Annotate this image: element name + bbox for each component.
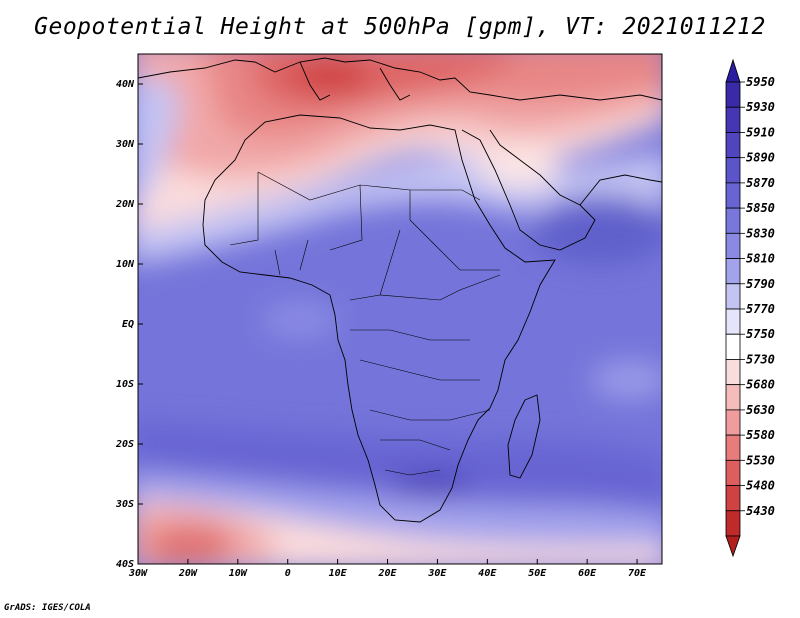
colorbar-label: 5730 xyxy=(746,352,775,366)
lon-tick-label: 20W xyxy=(178,568,198,579)
colorbar-swatch xyxy=(725,434,741,461)
colorbar-label: 5810 xyxy=(746,252,775,266)
lat-tick-label: 40S xyxy=(116,559,134,570)
lon-tick-label: 70E xyxy=(628,568,647,579)
lat-tick-label: 30N xyxy=(115,139,135,150)
chart-title: Geopotential Height at 500hPa [gpm], VT:… xyxy=(34,14,766,40)
lat-tick-label: EQ xyxy=(122,319,134,330)
colorbar-swatch xyxy=(725,409,741,436)
colorbar-label: 5850 xyxy=(746,201,775,215)
colorbar-label: 5430 xyxy=(746,504,775,518)
colorbar-swatch xyxy=(725,157,741,184)
lon-tick-label: 30E xyxy=(427,568,447,579)
height-field xyxy=(138,54,662,564)
colorbar-label: 5950 xyxy=(746,75,775,89)
colorbar-label: 5530 xyxy=(746,453,775,467)
colorbar-label: 5890 xyxy=(746,151,775,165)
longitude-axis: 30W 20W 10W 0 10E 20E 30E 40E 50E 60E 70E xyxy=(128,559,647,579)
colorbar-label: 5830 xyxy=(746,226,775,240)
colorbar-label: 5750 xyxy=(746,327,775,341)
lon-tick-label: 30W xyxy=(128,568,148,579)
colorbar-swatch xyxy=(725,132,741,159)
colorbar-label: 5930 xyxy=(746,100,775,114)
country-borders xyxy=(229,171,501,476)
colorbar-label: 5910 xyxy=(746,125,775,139)
colorbar-swatch xyxy=(725,485,741,512)
colorbar-bottom-arrow xyxy=(725,535,741,558)
colorbar-top-arrow xyxy=(725,58,741,83)
colorbar-swatch xyxy=(725,510,741,537)
lat-tick-label: 20N xyxy=(115,199,135,210)
colorbar-label: 5770 xyxy=(746,302,775,316)
lon-tick-label: 0 xyxy=(285,568,291,579)
colorbar-label: 5480 xyxy=(746,479,775,493)
map-frame xyxy=(137,53,663,565)
lon-tick-label: 60E xyxy=(578,568,597,579)
lat-tick-label: 10N xyxy=(116,259,135,270)
lon-tick-label: 20E xyxy=(377,568,397,579)
colorbar-swatch xyxy=(725,182,741,209)
lat-tick-label: 10S xyxy=(116,379,134,390)
colorbar-swatch xyxy=(725,258,741,285)
colorbar-label: 5790 xyxy=(746,277,775,291)
lat-tick-label: 20S xyxy=(115,439,134,450)
lat-tick-label: 30S xyxy=(115,499,134,510)
colorbar-swatch xyxy=(725,459,741,486)
credit-text: GrADS: IGES/COLA xyxy=(4,603,91,613)
lon-tick-label: 40E xyxy=(478,568,497,579)
coastlines xyxy=(138,57,662,523)
colorbar-swatch xyxy=(725,359,741,386)
colorbar-swatch xyxy=(725,384,741,411)
colorbar-swatch xyxy=(725,333,741,360)
colorbar-swatch xyxy=(725,232,741,259)
colorbar: 5950 5930 5910 5890 5870 5850 5830 5810 5790 5770… xyxy=(725,58,775,558)
lon-tick-label: 50E xyxy=(528,568,547,579)
colorbar-swatch xyxy=(725,207,741,234)
lat-tick-label: 40N xyxy=(116,79,135,90)
colorbar-label: 5630 xyxy=(746,403,775,417)
colorbar-swatch xyxy=(725,81,741,108)
lon-tick-label: 10E xyxy=(329,568,348,579)
colorbar-label: 5680 xyxy=(746,378,775,392)
colorbar-label: 5580 xyxy=(746,428,775,442)
colorbar-swatch xyxy=(725,283,741,310)
latitude-axis: 40N 30N 20N 10N EQ 10S 20S 30S 40S xyxy=(115,79,143,570)
colorbar-label: 5870 xyxy=(746,176,775,190)
colorbar-swatch xyxy=(725,308,741,335)
lon-tick-label: 10W xyxy=(229,568,248,579)
colorbar-swatch xyxy=(725,106,741,133)
